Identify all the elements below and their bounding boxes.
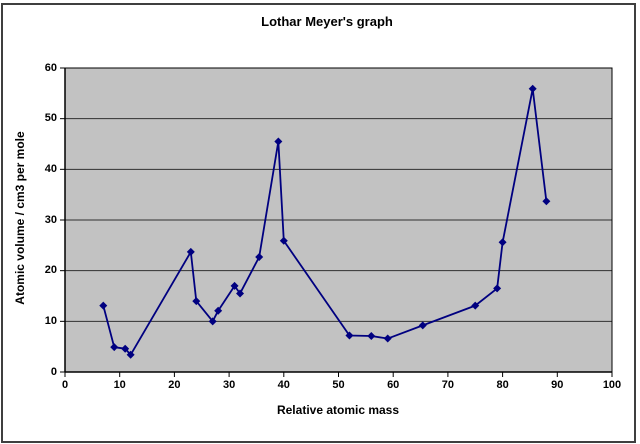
y-tick-label: 30	[44, 213, 57, 226]
data-point-marker	[345, 331, 354, 340]
y-tick-label: 20	[44, 264, 57, 277]
data-point-marker	[471, 301, 480, 310]
x-tick-label: 40	[277, 379, 290, 391]
x-tick-label: 80	[496, 379, 509, 391]
data-point-marker	[542, 197, 551, 206]
data-point-marker	[493, 284, 502, 293]
y-tick-label: 10	[44, 314, 57, 327]
data-point-marker	[418, 321, 427, 330]
x-tick-label: 50	[332, 379, 345, 391]
data-point-marker	[192, 297, 201, 306]
data-point-marker	[274, 137, 283, 146]
x-tick-label: 10	[113, 379, 126, 391]
data-point-marker	[186, 247, 195, 256]
data-series-line	[102, 87, 548, 356]
data-point-marker	[279, 236, 288, 245]
data-point-marker	[99, 301, 108, 310]
data-point-marker	[236, 289, 245, 298]
data-point-marker	[110, 343, 119, 352]
data-point-marker	[208, 317, 217, 326]
data-point-marker	[498, 238, 507, 247]
y-tick-label: 40	[44, 162, 57, 175]
y-tick-label: 0	[50, 365, 57, 378]
data-point-marker	[126, 350, 135, 359]
x-tick-label: 0	[61, 379, 69, 391]
x-tick-label: 60	[387, 379, 400, 391]
data-point-marker	[383, 334, 392, 343]
x-tick-label: 90	[551, 379, 564, 391]
data-point-marker	[230, 281, 239, 290]
data-point-marker	[214, 306, 223, 315]
y-tick-label: 60	[44, 61, 57, 74]
x-tick-label: 100	[602, 379, 622, 391]
data-point-marker	[367, 332, 376, 341]
data-point-marker	[255, 252, 264, 261]
x-tick-label: 20	[168, 379, 181, 391]
chart-title: Lothar Meyer's graph	[261, 14, 393, 29]
y-tick-label: 50	[44, 112, 57, 125]
data-point-marker	[528, 84, 537, 93]
x-tick-label: 30	[222, 379, 236, 391]
x-tick-label: 70	[441, 379, 455, 391]
x-axis-title: Relative atomic mass	[276, 403, 400, 417]
data-point-marker	[121, 344, 130, 353]
